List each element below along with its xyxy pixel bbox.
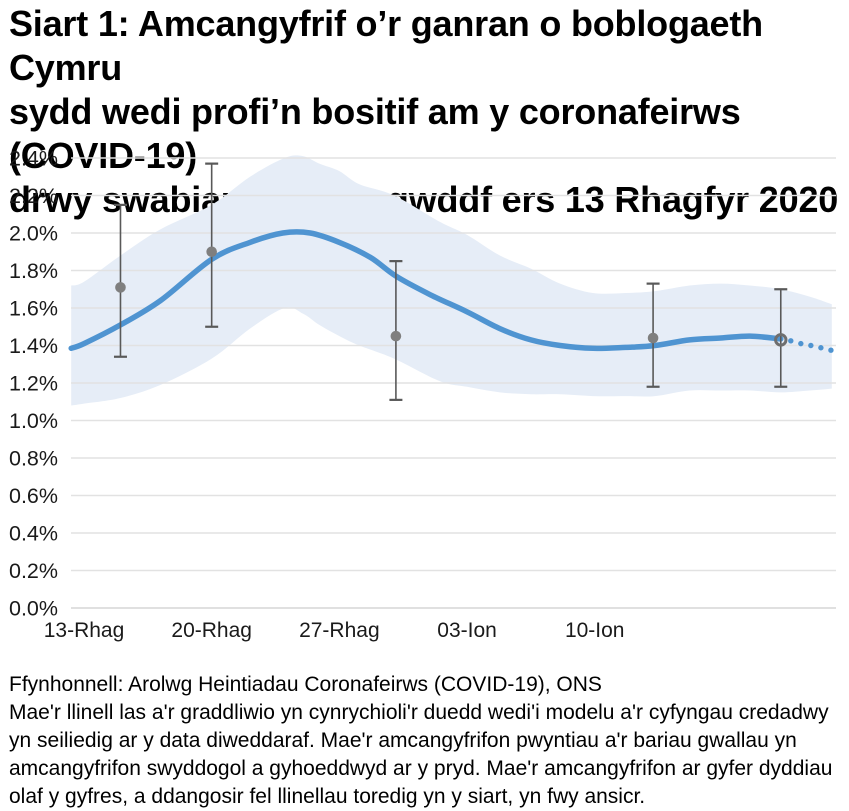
y-tick-label: 0.0% [9, 597, 58, 621]
confidence-band [71, 155, 832, 406]
x-tick-label: 03-Ion [437, 619, 497, 642]
x-tick-label: 13-Rhag [44, 619, 125, 642]
point-estimate [647, 332, 659, 344]
point-estimate-ring [774, 333, 788, 347]
x-tick-label: 10-Ion [565, 619, 625, 642]
point-estimate [115, 282, 126, 293]
method-note: Mae'r llinell las a'r graddliwio yn cynr… [9, 701, 833, 808]
y-tick-label: 1.4% [9, 334, 58, 358]
y-tick-label: 0.4% [9, 522, 58, 546]
forecast-dot [828, 347, 834, 353]
y-tick-label: 1.2% [9, 372, 58, 396]
trend-line [68, 229, 784, 352]
y-tick-label: 2.2% [9, 184, 58, 208]
point-estimate [390, 330, 402, 342]
x-tick-label: 20-Rhag [171, 619, 252, 642]
source-note: Ffynhonnell: Arolwg Heintiadau Coronafei… [9, 673, 602, 696]
y-tick-label: 1.0% [9, 409, 58, 433]
y-tick-label: 0.2% [9, 559, 58, 583]
y-tick-label: 2.0% [9, 222, 58, 246]
forecast-dot [788, 338, 794, 344]
y-tick-label: 0.6% [9, 484, 58, 508]
x-tick-label: 27-Rhag [299, 619, 380, 642]
y-tick-label: 0.8% [9, 447, 58, 471]
forecast-dot [798, 340, 804, 347]
y-tick-label: 2.4% [9, 147, 58, 171]
y-tick-label: 1.8% [9, 259, 58, 283]
point-estimate [206, 246, 217, 258]
chart-title: Siart 1: Amcangyfrif o’r ganran o boblog… [9, 3, 839, 220]
trend-chart: 0.0% 0.2% 0.4% 0.6% 0.8% 1.0% 1.2% 1.4% 1.6% 1.8%… [0, 140, 849, 660]
forecast-dot [818, 345, 824, 351]
forecast-dot [808, 342, 814, 349]
y-tick-label: 1.6% [9, 297, 58, 321]
chart-canvas: 0.0% 0.2% 0.4% 0.6% 0.8% 1.0% 1.2% 1.4% 1.6% 1.8%… [9, 147, 836, 642]
